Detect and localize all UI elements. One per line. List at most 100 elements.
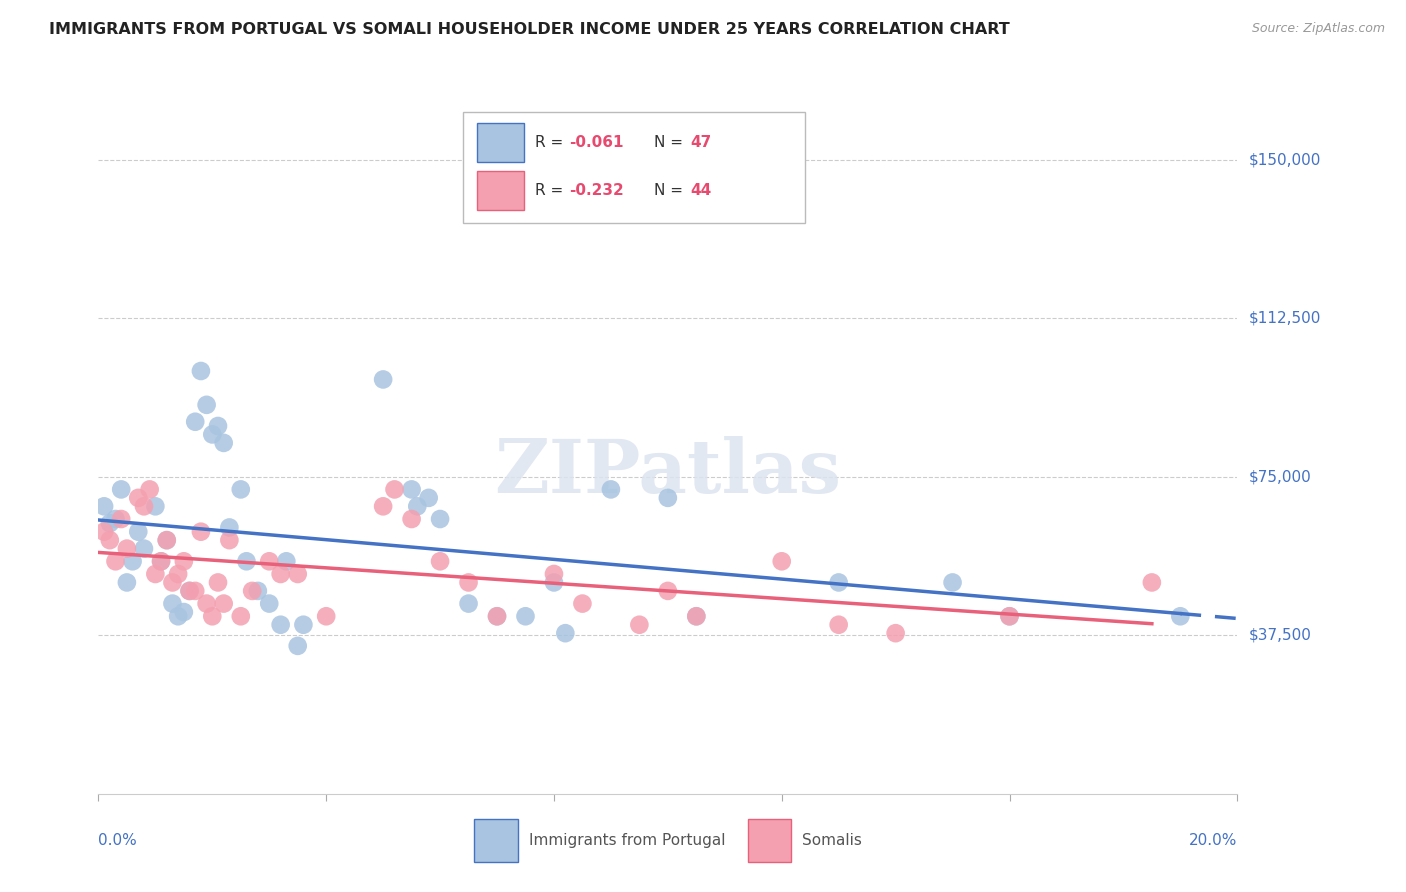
Point — [150, 554, 173, 568]
Bar — [477, 171, 524, 211]
Point — [184, 583, 207, 598]
Point — [373, 372, 395, 386]
Point — [429, 554, 451, 568]
Point — [486, 609, 509, 624]
Point — [287, 639, 309, 653]
Point — [270, 617, 292, 632]
Point — [195, 597, 218, 611]
Text: Somalis: Somalis — [803, 833, 862, 847]
Point — [373, 500, 395, 514]
Point — [685, 609, 707, 624]
Text: 0.0%: 0.0% — [98, 833, 138, 847]
Point — [384, 483, 406, 497]
Text: -0.061: -0.061 — [569, 135, 623, 150]
Point — [259, 554, 281, 568]
Text: Immigrants from Portugal: Immigrants from Portugal — [529, 833, 725, 847]
Point — [184, 415, 207, 429]
Text: $75,000: $75,000 — [1249, 469, 1312, 484]
Point — [218, 520, 240, 534]
Point — [93, 500, 115, 514]
Point — [515, 609, 537, 624]
Point — [179, 583, 201, 598]
Bar — [477, 123, 524, 162]
Point — [207, 575, 229, 590]
Point — [162, 575, 184, 590]
Point — [201, 427, 224, 442]
Point — [657, 491, 679, 505]
Point — [110, 483, 132, 497]
Point — [406, 500, 429, 514]
Point — [685, 609, 707, 624]
Bar — [474, 819, 517, 862]
Point — [173, 605, 195, 619]
Point — [828, 617, 851, 632]
Point — [132, 541, 155, 556]
Point — [162, 597, 184, 611]
Text: Source: ZipAtlas.com: Source: ZipAtlas.com — [1251, 22, 1385, 36]
Text: 44: 44 — [690, 184, 711, 198]
Point — [600, 483, 623, 497]
Point — [571, 597, 593, 611]
Point — [110, 512, 132, 526]
Point — [173, 554, 195, 568]
Text: IMMIGRANTS FROM PORTUGAL VS SOMALI HOUSEHOLDER INCOME UNDER 25 YEARS CORRELATION: IMMIGRANTS FROM PORTUGAL VS SOMALI HOUSE… — [49, 22, 1010, 37]
Point — [104, 512, 127, 526]
Point — [998, 609, 1021, 624]
Point — [1140, 575, 1163, 590]
Text: $150,000: $150,000 — [1249, 152, 1320, 167]
Point — [259, 597, 281, 611]
Point — [127, 491, 149, 505]
Point — [287, 566, 309, 581]
Point — [276, 554, 298, 568]
Point — [770, 554, 793, 568]
Point — [167, 609, 190, 624]
Point — [1170, 609, 1192, 624]
Point — [115, 575, 138, 590]
Point — [401, 512, 423, 526]
Point — [190, 364, 212, 378]
Point — [457, 597, 479, 611]
Point — [942, 575, 965, 590]
Point — [315, 609, 337, 624]
Point — [543, 566, 565, 581]
Point — [115, 541, 138, 556]
Point — [98, 516, 121, 531]
Text: ZIPatlas: ZIPatlas — [495, 436, 841, 509]
Text: R =: R = — [534, 135, 568, 150]
Point — [229, 609, 252, 624]
Text: N =: N = — [654, 135, 688, 150]
Point — [127, 524, 149, 539]
Point — [628, 617, 651, 632]
Point — [104, 554, 127, 568]
Point — [270, 566, 292, 581]
Point — [457, 575, 479, 590]
Point — [195, 398, 218, 412]
Point — [554, 626, 576, 640]
Point — [401, 483, 423, 497]
Point — [486, 609, 509, 624]
Text: -0.232: -0.232 — [569, 184, 623, 198]
Point — [240, 583, 263, 598]
Point — [93, 524, 115, 539]
Point — [150, 554, 173, 568]
Point — [657, 583, 679, 598]
Point — [167, 566, 190, 581]
Point — [201, 609, 224, 624]
Point — [212, 597, 235, 611]
Point — [998, 609, 1021, 624]
Point — [218, 533, 240, 548]
Point — [543, 575, 565, 590]
Text: R =: R = — [534, 184, 568, 198]
Text: N =: N = — [654, 184, 688, 198]
Bar — [748, 819, 790, 862]
Point — [235, 554, 257, 568]
Point — [828, 575, 851, 590]
Point — [418, 491, 440, 505]
Point — [246, 583, 269, 598]
Point — [132, 500, 155, 514]
Point — [145, 500, 167, 514]
Point — [179, 583, 201, 598]
Text: $37,500: $37,500 — [1249, 628, 1312, 643]
Point — [98, 533, 121, 548]
FancyBboxPatch shape — [463, 112, 804, 223]
